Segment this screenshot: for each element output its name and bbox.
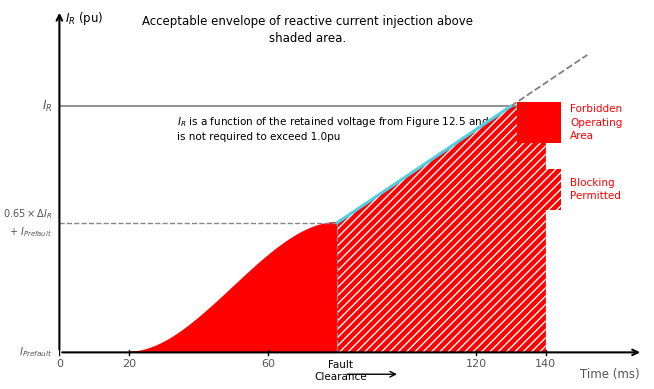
Text: Forbidden
Operating
Area: Forbidden Operating Area <box>570 104 623 141</box>
Text: $I_R$ is a function of the retained voltage from Figure 12.5 and which
is not re: $I_R$ is a function of the retained volt… <box>177 115 523 142</box>
Text: Fault
Clearance: Fault Clearance <box>315 360 367 382</box>
Text: $I_R$ (pu): $I_R$ (pu) <box>65 10 103 27</box>
Bar <box>517 169 561 210</box>
Text: $I_{Prefault}$: $I_{Prefault}$ <box>19 345 52 359</box>
Text: 60: 60 <box>261 359 275 369</box>
Bar <box>517 102 561 143</box>
Text: $I_R$: $I_R$ <box>42 98 52 114</box>
Polygon shape <box>129 223 337 352</box>
Text: 120: 120 <box>466 359 487 369</box>
Text: 20: 20 <box>122 359 136 369</box>
Text: 0: 0 <box>56 359 63 369</box>
Text: $0.65\times\Delta I_R$
$+\ I_{Prefault}$: $0.65\times\Delta I_R$ $+\ I_{Prefault}$ <box>3 207 52 238</box>
Text: 140: 140 <box>535 359 556 369</box>
Text: Acceptable envelope of reactive current injection above
shaded area.: Acceptable envelope of reactive current … <box>142 15 473 45</box>
Text: Time (ms): Time (ms) <box>580 368 640 381</box>
Text: Blocking
Permitted: Blocking Permitted <box>570 178 621 201</box>
